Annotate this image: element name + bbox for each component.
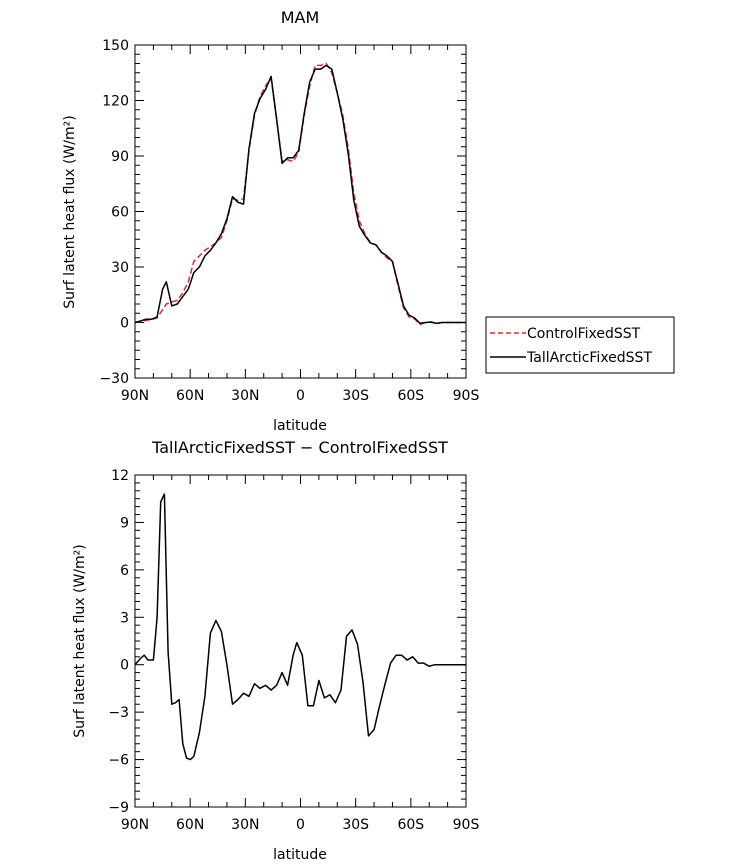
x-tick-label: 30S bbox=[342, 817, 369, 833]
series-line-tallarcticfixedsst-controlfixedsst bbox=[134, 493, 466, 761]
x-tick-label: 90N bbox=[121, 817, 149, 833]
x-tick-label: 90S bbox=[453, 817, 480, 833]
series-line-tallarcticfixedsst bbox=[134, 64, 466, 325]
y-tick-label: 9 bbox=[120, 515, 129, 531]
bottom-x-tick-labels: 90N 60N 30N 0 30S 60S 90S bbox=[121, 817, 480, 833]
top-axis-ticks bbox=[134, 44, 467, 379]
bottom-y-axis-label: Surf latent heat flux (W/m²) bbox=[72, 544, 88, 737]
bottom-axis-ticks bbox=[134, 474, 467, 808]
y-tick-label: 120 bbox=[102, 94, 129, 110]
x-tick-label: 30N bbox=[231, 817, 259, 833]
top-series-lines bbox=[134, 62, 466, 326]
top-y-tick-labels: −30 0 30 60 90 120 150 bbox=[99, 38, 129, 387]
top-x-axis-label: latitude bbox=[273, 418, 327, 434]
legend-box bbox=[485, 316, 675, 374]
top-chart-title: MAM bbox=[281, 8, 320, 27]
x-tick-label: 60N bbox=[176, 388, 204, 404]
y-tick-label: 12 bbox=[111, 468, 129, 484]
y-tick-label: −30 bbox=[99, 371, 129, 387]
legend: ControlFixedSST TallArcticFixedSST bbox=[485, 316, 675, 374]
x-tick-label: 60N bbox=[176, 817, 204, 833]
top-x-tick-labels: 90N 60N 30N 0 30S 60S 90S bbox=[121, 388, 480, 404]
panel-bottom: TallArcticFixedSST − ControlFixedSST −9−… bbox=[72, 438, 479, 863]
x-tick-label: 90S bbox=[453, 388, 480, 404]
y-tick-label: 3 bbox=[120, 610, 129, 626]
top-plot-frame bbox=[134, 44, 467, 379]
top-y-axis-label: Surf latent heat flux (W/m²) bbox=[62, 115, 78, 308]
bottom-y-tick-labels: −9 −6 −3 0 3 6 9 12 bbox=[108, 468, 129, 816]
y-tick-label: −3 bbox=[108, 705, 129, 721]
series-line-controlfixedsst bbox=[134, 62, 466, 326]
y-tick-label: 90 bbox=[111, 149, 129, 165]
legend-label-tallarctic: TallArcticFixedSST bbox=[526, 350, 652, 366]
panel-top: MAM −30 0 30 60 90 120 150 90N 60N 30N 0 30S 60S 90S… bbox=[62, 8, 479, 434]
x-tick-label: 0 bbox=[296, 817, 305, 833]
x-tick-label: 60S bbox=[397, 817, 424, 833]
bottom-x-axis-label: latitude bbox=[273, 847, 327, 863]
legend-label-control: ControlFixedSST bbox=[527, 326, 641, 342]
y-tick-label: 30 bbox=[111, 260, 129, 276]
y-tick-label: 150 bbox=[102, 38, 129, 54]
bottom-plot-frame bbox=[134, 474, 467, 808]
x-tick-label: 0 bbox=[296, 388, 305, 404]
y-tick-label: 0 bbox=[120, 658, 129, 674]
x-tick-label: 30N bbox=[231, 388, 259, 404]
x-tick-label: 60S bbox=[397, 388, 424, 404]
y-tick-label: 0 bbox=[120, 316, 129, 332]
x-tick-label: 90N bbox=[121, 388, 149, 404]
y-tick-label: −6 bbox=[108, 753, 129, 769]
y-tick-label: 6 bbox=[120, 563, 129, 579]
y-tick-label: 60 bbox=[111, 205, 129, 221]
x-tick-label: 30S bbox=[342, 388, 369, 404]
bottom-chart-title: TallArcticFixedSST − ControlFixedSST bbox=[151, 438, 448, 457]
bottom-series-lines bbox=[134, 493, 466, 761]
y-tick-label: −9 bbox=[108, 800, 129, 816]
